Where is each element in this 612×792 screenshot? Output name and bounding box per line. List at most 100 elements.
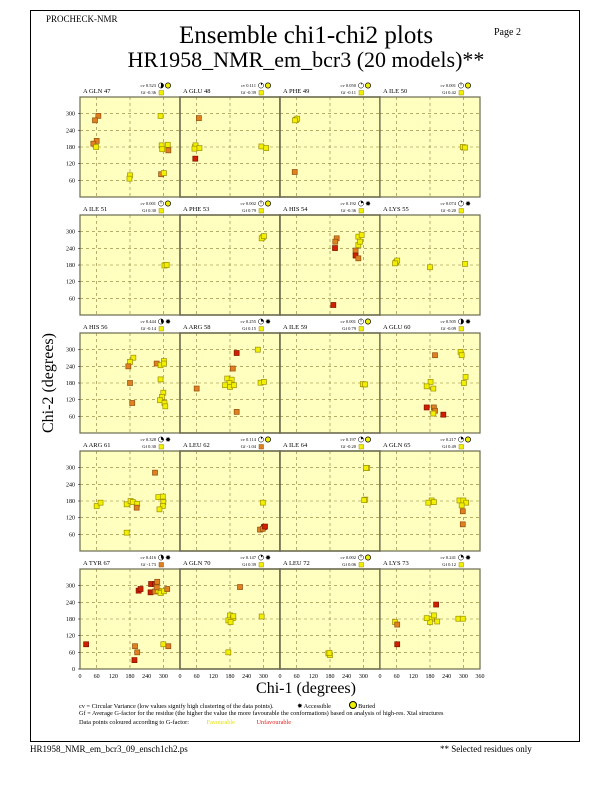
- buried-icon: [365, 554, 371, 561]
- buried-icon: [265, 436, 271, 443]
- accessible-icon: ✸: [265, 554, 271, 562]
- panel-a-ile-51: [78, 200, 181, 316]
- gf-value: Gf 0.06: [342, 562, 356, 567]
- data-point: [163, 262, 170, 268]
- data-point: [192, 155, 199, 162]
- cv-value: cv 0.217: [441, 437, 457, 442]
- residue-label: A LYS 73: [383, 560, 409, 567]
- gf-colour-square: [458, 444, 464, 450]
- data-point: [165, 643, 172, 650]
- x-tick-label: 240: [142, 674, 151, 680]
- legend-accessible: Accessible: [303, 703, 331, 710]
- gf-value: Gf 0.39: [242, 562, 256, 567]
- panel-a-leu-62: [179, 436, 281, 552]
- data-point: [97, 499, 104, 506]
- gf-value: Gf -0.20: [341, 444, 357, 449]
- data-point: [225, 649, 232, 656]
- gf-colour-square: [158, 562, 164, 568]
- accessible-icon: ✸: [465, 554, 471, 562]
- panel-a-arg-58: [179, 318, 281, 434]
- data-point: [262, 523, 268, 530]
- gf-colour-square: [458, 90, 464, 96]
- x-tick-label: 240: [442, 674, 451, 680]
- data-point: [133, 504, 140, 511]
- x-tick-label: 300: [359, 674, 368, 680]
- panel-a-gln-47: [78, 82, 181, 198]
- data-point: [130, 354, 137, 361]
- x-tick-label: 0: [379, 674, 382, 680]
- buried-icon: [365, 436, 371, 443]
- x-tick-label: 180: [326, 674, 335, 680]
- legend-colour-line: Data points coloured according to G-fact…: [79, 719, 291, 726]
- data-point: [392, 260, 398, 267]
- data-point: [332, 245, 338, 251]
- data-point: [165, 147, 172, 154]
- residue-label: A LYS 55: [383, 206, 409, 213]
- y-tick-label: 240: [66, 482, 75, 488]
- data-point: [254, 346, 261, 353]
- gf-colour-square: [158, 444, 164, 450]
- data-point: [131, 657, 138, 663]
- panel-a-leu-72: [279, 554, 381, 670]
- cv-value: cv 0.114: [241, 437, 257, 442]
- x-tick-label: 120: [209, 674, 218, 680]
- buried-icon: [165, 82, 171, 89]
- data-point: [222, 382, 228, 389]
- data-point: [159, 503, 166, 509]
- panel-a-ile-59: [279, 318, 381, 434]
- data-point: [95, 113, 102, 119]
- y-tick-label: 60: [69, 414, 75, 420]
- x-tick-label: 240: [342, 674, 351, 680]
- data-point: [152, 469, 158, 476]
- data-point: [261, 379, 267, 385]
- data-point: [431, 612, 437, 619]
- residue-label: A ARG 58: [183, 324, 210, 331]
- gf-colour-square: [358, 562, 364, 568]
- panel-a-ile-50: [379, 82, 481, 198]
- data-point: [231, 382, 237, 389]
- data-point: [263, 145, 269, 151]
- y-tick-label: 300: [66, 230, 75, 236]
- data-point: [423, 404, 430, 411]
- y-tick-label: 120: [66, 280, 75, 286]
- residue-label: A GLU 48: [183, 88, 210, 95]
- data-point: [191, 145, 198, 152]
- residue-label: A ILE 50: [383, 88, 407, 95]
- buried-icon: [365, 82, 371, 89]
- data-point: [161, 170, 167, 176]
- gf-value: Gf 0.15: [242, 326, 256, 331]
- cv-value: cv 0.050: [341, 83, 357, 88]
- y-tick-label: 180: [66, 499, 75, 505]
- x-tick-label: 180: [126, 674, 135, 680]
- gf-value: Gf -1.04: [241, 444, 257, 449]
- y-tick-label: 60: [69, 296, 75, 302]
- buried-icon: [365, 318, 371, 325]
- data-point: [330, 302, 337, 308]
- data-point: [129, 400, 136, 406]
- y-tick-label: 300: [66, 584, 75, 590]
- data-point: [459, 521, 466, 528]
- data-point: [462, 144, 468, 151]
- gf-value: Gf -0.11: [341, 90, 356, 95]
- panel-a-glu-48: [179, 82, 281, 198]
- data-point: [458, 352, 465, 359]
- data-point: [427, 379, 434, 385]
- data-point: [427, 264, 433, 271]
- residue-label: A HIS 54: [283, 206, 308, 213]
- y-tick-label: 180: [66, 381, 75, 387]
- gf-colour-square: [258, 208, 264, 214]
- residue-label: A ILE 64: [283, 442, 308, 449]
- x-tick-label: 180: [426, 674, 435, 680]
- gf-value: Gf -0.09: [441, 326, 457, 331]
- gf-colour-square: [158, 208, 164, 214]
- cv-sector: [460, 318, 464, 325]
- legend-buried: Buried: [358, 703, 376, 710]
- residue-label: A HIS 56: [83, 324, 108, 331]
- gf-value: Gf 0.42: [442, 90, 456, 95]
- cv-value: cv 0.001: [441, 83, 457, 88]
- data-point: [461, 380, 467, 386]
- y-tick-label: 300: [66, 348, 75, 354]
- y-tick-label: 120: [66, 634, 75, 640]
- data-point: [123, 501, 130, 508]
- residue-label: A GLN 47: [83, 88, 111, 95]
